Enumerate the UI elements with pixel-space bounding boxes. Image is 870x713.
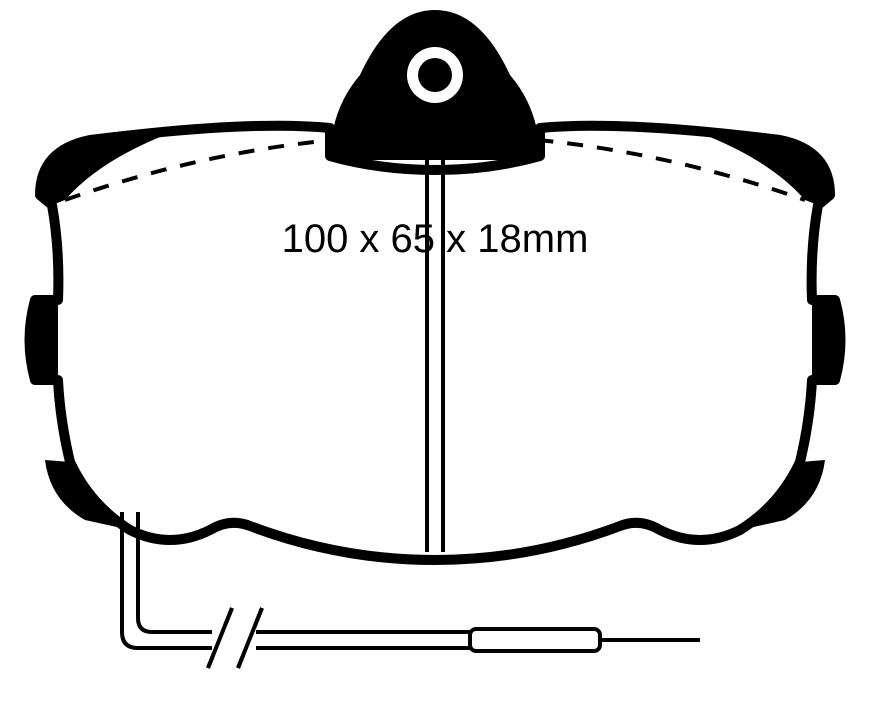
dimension-label: 100 x 65 x 18mm	[282, 217, 589, 261]
pad-outline	[30, 126, 841, 560]
right-shoulder-fill	[700, 133, 830, 205]
left-shoulder-fill	[40, 133, 170, 205]
brake-pad-diagram: 100 x 65 x 18mm	[0, 0, 870, 713]
center-slot	[427, 150, 443, 552]
diagram-container: 100 x 65 x 18mm	[0, 0, 870, 713]
